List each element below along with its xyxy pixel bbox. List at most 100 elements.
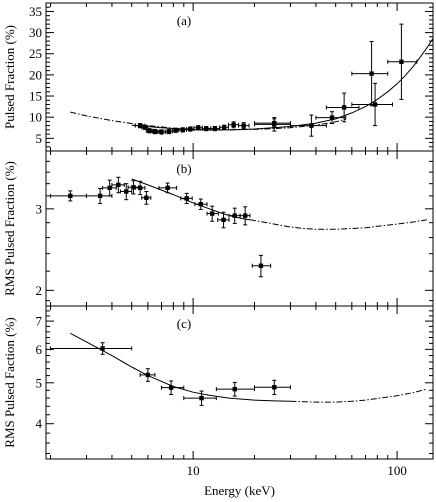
data-point (315, 111, 347, 125)
panel-label: (b) (176, 161, 191, 176)
y-tick-label: 20 (29, 67, 42, 82)
marker (180, 127, 185, 133)
marker (399, 59, 404, 64)
data-point (119, 183, 133, 201)
data-point (161, 380, 185, 396)
y-tick-label: 25 (29, 46, 42, 61)
data-point (351, 40, 389, 107)
y-tick-label: 5 (36, 375, 43, 390)
marker (232, 386, 237, 392)
y-tick-label: 6 (36, 342, 43, 357)
y-tick-label: 3 (36, 201, 43, 216)
data-point (238, 122, 250, 130)
model-curve-solid (70, 332, 291, 402)
marker (137, 185, 143, 191)
y-tick-label: 35 (29, 4, 42, 19)
model-curve-dashdot (70, 111, 346, 131)
data-point (206, 205, 219, 222)
data-point (111, 176, 125, 194)
marker (241, 123, 246, 128)
y-tick-label: 2 (36, 283, 43, 298)
data-point (186, 126, 195, 132)
marker (372, 102, 378, 107)
model-curve-solid (131, 178, 251, 221)
data-point (217, 211, 230, 229)
model-curve-solid (131, 38, 433, 131)
marker (232, 213, 237, 218)
marker (145, 372, 151, 378)
model-curve-dashdot (249, 219, 427, 230)
data-point (145, 128, 153, 134)
marker (165, 185, 170, 191)
data-point (141, 124, 149, 130)
data-point (239, 206, 251, 226)
marker (116, 182, 121, 188)
data-point (141, 191, 152, 205)
marker (173, 128, 178, 133)
marker (97, 193, 103, 199)
x-axis-title: Energy (keV) (204, 483, 275, 498)
marker (124, 189, 129, 194)
panel-label: (c) (177, 316, 191, 331)
x-tick-label: 10 (187, 463, 200, 478)
panel-b-frame (45, 150, 434, 307)
data-point (289, 114, 327, 137)
data-point (134, 180, 146, 196)
marker (272, 120, 277, 126)
marker (68, 193, 73, 199)
marker (159, 129, 164, 135)
panel-c-frame (45, 305, 434, 460)
data-point (215, 381, 256, 397)
marker (152, 129, 158, 134)
marker (144, 195, 149, 200)
data-point (194, 198, 208, 210)
data-point (85, 187, 113, 205)
marker (199, 395, 204, 401)
data-point (351, 82, 394, 127)
marker (168, 385, 174, 390)
y-tick-label: 5 (36, 131, 43, 146)
marker (100, 346, 105, 351)
data-point (50, 342, 133, 355)
panel-a: 5 10 15 20 25 30 35 Pulsed Fraction (%) (a) (2, 2, 434, 152)
data-point (254, 379, 291, 396)
y-axis-title: RMS Pulsed Faction (%) (2, 317, 17, 447)
model-curve-dashdot (290, 388, 428, 403)
marker (142, 125, 148, 130)
marker (188, 126, 193, 132)
data-point (387, 23, 418, 100)
data-point (50, 190, 87, 202)
data-point (164, 128, 173, 135)
marker (341, 105, 347, 110)
panel-c: 4 5 6 7 10 100 RMS Pulsed Faction (%) (c) (2, 305, 434, 478)
y-tick-label: 4 (36, 416, 43, 431)
y-axis-title: Pulsed Fraction (%) (2, 25, 17, 129)
marker (107, 185, 112, 191)
marker (329, 115, 335, 120)
y-tick-label: 10 (29, 110, 42, 125)
marker (184, 196, 189, 201)
panel-b: 2 3 RMS Pulsed Fraction (%) (b) (2, 150, 434, 307)
data-point (180, 192, 193, 205)
marker (231, 122, 236, 127)
marker (221, 217, 226, 223)
data-point (102, 179, 117, 197)
marker (209, 211, 215, 216)
panel-label: (a) (177, 13, 191, 28)
data-point (227, 121, 240, 129)
data-point (183, 390, 217, 406)
data-point (254, 118, 291, 128)
marker (204, 126, 209, 131)
data-point (139, 368, 156, 382)
marker (242, 213, 248, 218)
marker (309, 123, 314, 128)
y-tick-label: 15 (29, 89, 42, 104)
marker (196, 125, 201, 130)
marker (131, 185, 136, 190)
data-point (228, 207, 241, 224)
x-tick-label: 100 (387, 463, 407, 478)
marker (272, 385, 277, 390)
y-axis-title: RMS Pulsed Fraction (%) (2, 161, 17, 296)
marker (221, 125, 227, 130)
